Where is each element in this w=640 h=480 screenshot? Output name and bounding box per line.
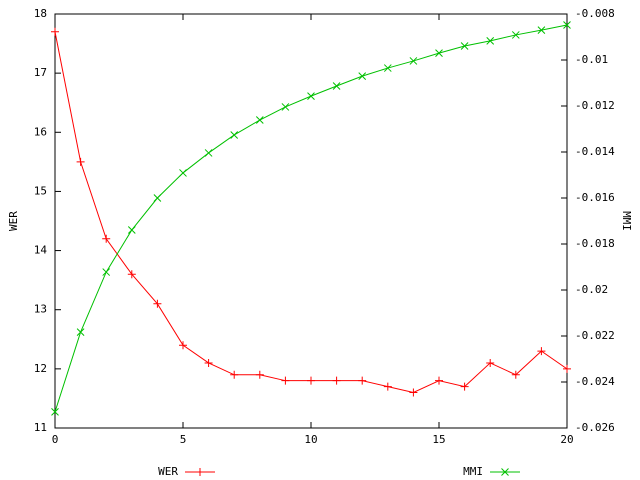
x-tick-label: 15 — [432, 433, 445, 446]
marker — [51, 408, 59, 416]
y-tick-label: 13 — [34, 303, 47, 316]
marker — [383, 382, 392, 391]
legend-label: MMI — [463, 465, 483, 478]
y2-tick-label: -0.014 — [575, 145, 615, 158]
y2-tick-label: -0.018 — [575, 237, 615, 250]
marker — [102, 234, 111, 243]
marker — [563, 21, 571, 29]
y2-tick-label: -0.026 — [575, 421, 615, 434]
x-tick-label: 10 — [304, 433, 317, 446]
marker — [153, 194, 162, 202]
y2-tick-label: -0.02 — [575, 283, 608, 296]
marker — [358, 72, 367, 80]
marker — [537, 347, 546, 356]
y-tick-label: 14 — [34, 244, 48, 257]
y2-tick-label: -0.022 — [575, 329, 615, 342]
y-tick-label: 11 — [34, 421, 47, 434]
marker — [255, 116, 264, 124]
marker — [383, 64, 392, 72]
marker — [127, 270, 136, 279]
y-tick-label: 17 — [34, 66, 47, 79]
y2-tick-label: -0.016 — [575, 191, 615, 204]
marker — [76, 328, 85, 336]
marker — [196, 468, 204, 476]
marker — [435, 376, 443, 385]
marker — [307, 376, 315, 385]
marker — [307, 92, 315, 100]
marker — [563, 364, 571, 373]
marker — [127, 226, 136, 234]
y-tick-label: 12 — [34, 362, 47, 375]
marker — [255, 370, 264, 379]
y2-tick-label: -0.024 — [575, 375, 615, 388]
marker — [281, 103, 290, 111]
y2-axis-label: MMI — [620, 211, 633, 231]
marker — [511, 370, 520, 379]
marker — [358, 376, 367, 385]
marker — [332, 376, 341, 385]
marker — [486, 37, 495, 45]
x-tick-label: 5 — [180, 433, 187, 446]
marker — [511, 31, 520, 39]
marker — [409, 57, 418, 65]
marker — [486, 358, 495, 367]
marker — [179, 341, 187, 350]
marker — [230, 370, 239, 379]
legend-label: WER — [158, 465, 178, 478]
y2-tick-label: -0.012 — [575, 99, 615, 112]
x-tick-label: 20 — [560, 433, 573, 446]
marker — [435, 49, 443, 57]
y-tick-label: 18 — [34, 7, 47, 20]
y2-tick-label: -0.008 — [575, 7, 615, 20]
marker — [460, 42, 469, 50]
y-tick-label: 15 — [34, 184, 47, 197]
marker — [102, 268, 111, 276]
marker — [332, 82, 341, 90]
marker — [76, 157, 85, 166]
marker — [179, 169, 187, 177]
marker — [204, 358, 213, 367]
marker — [230, 131, 239, 139]
marker — [409, 388, 418, 397]
marker — [460, 382, 469, 391]
series-line — [54, 31, 568, 394]
marker — [204, 149, 213, 157]
marker — [537, 26, 546, 34]
marker — [281, 376, 290, 385]
x-tick-label: 0 — [52, 433, 59, 446]
y-tick-label: 16 — [34, 125, 47, 138]
y2-tick-label: -0.01 — [575, 53, 608, 66]
marker — [501, 468, 509, 476]
marker — [51, 27, 59, 36]
marker — [153, 299, 162, 308]
y-axis-label: WER — [7, 211, 20, 231]
series-line — [54, 24, 568, 413]
